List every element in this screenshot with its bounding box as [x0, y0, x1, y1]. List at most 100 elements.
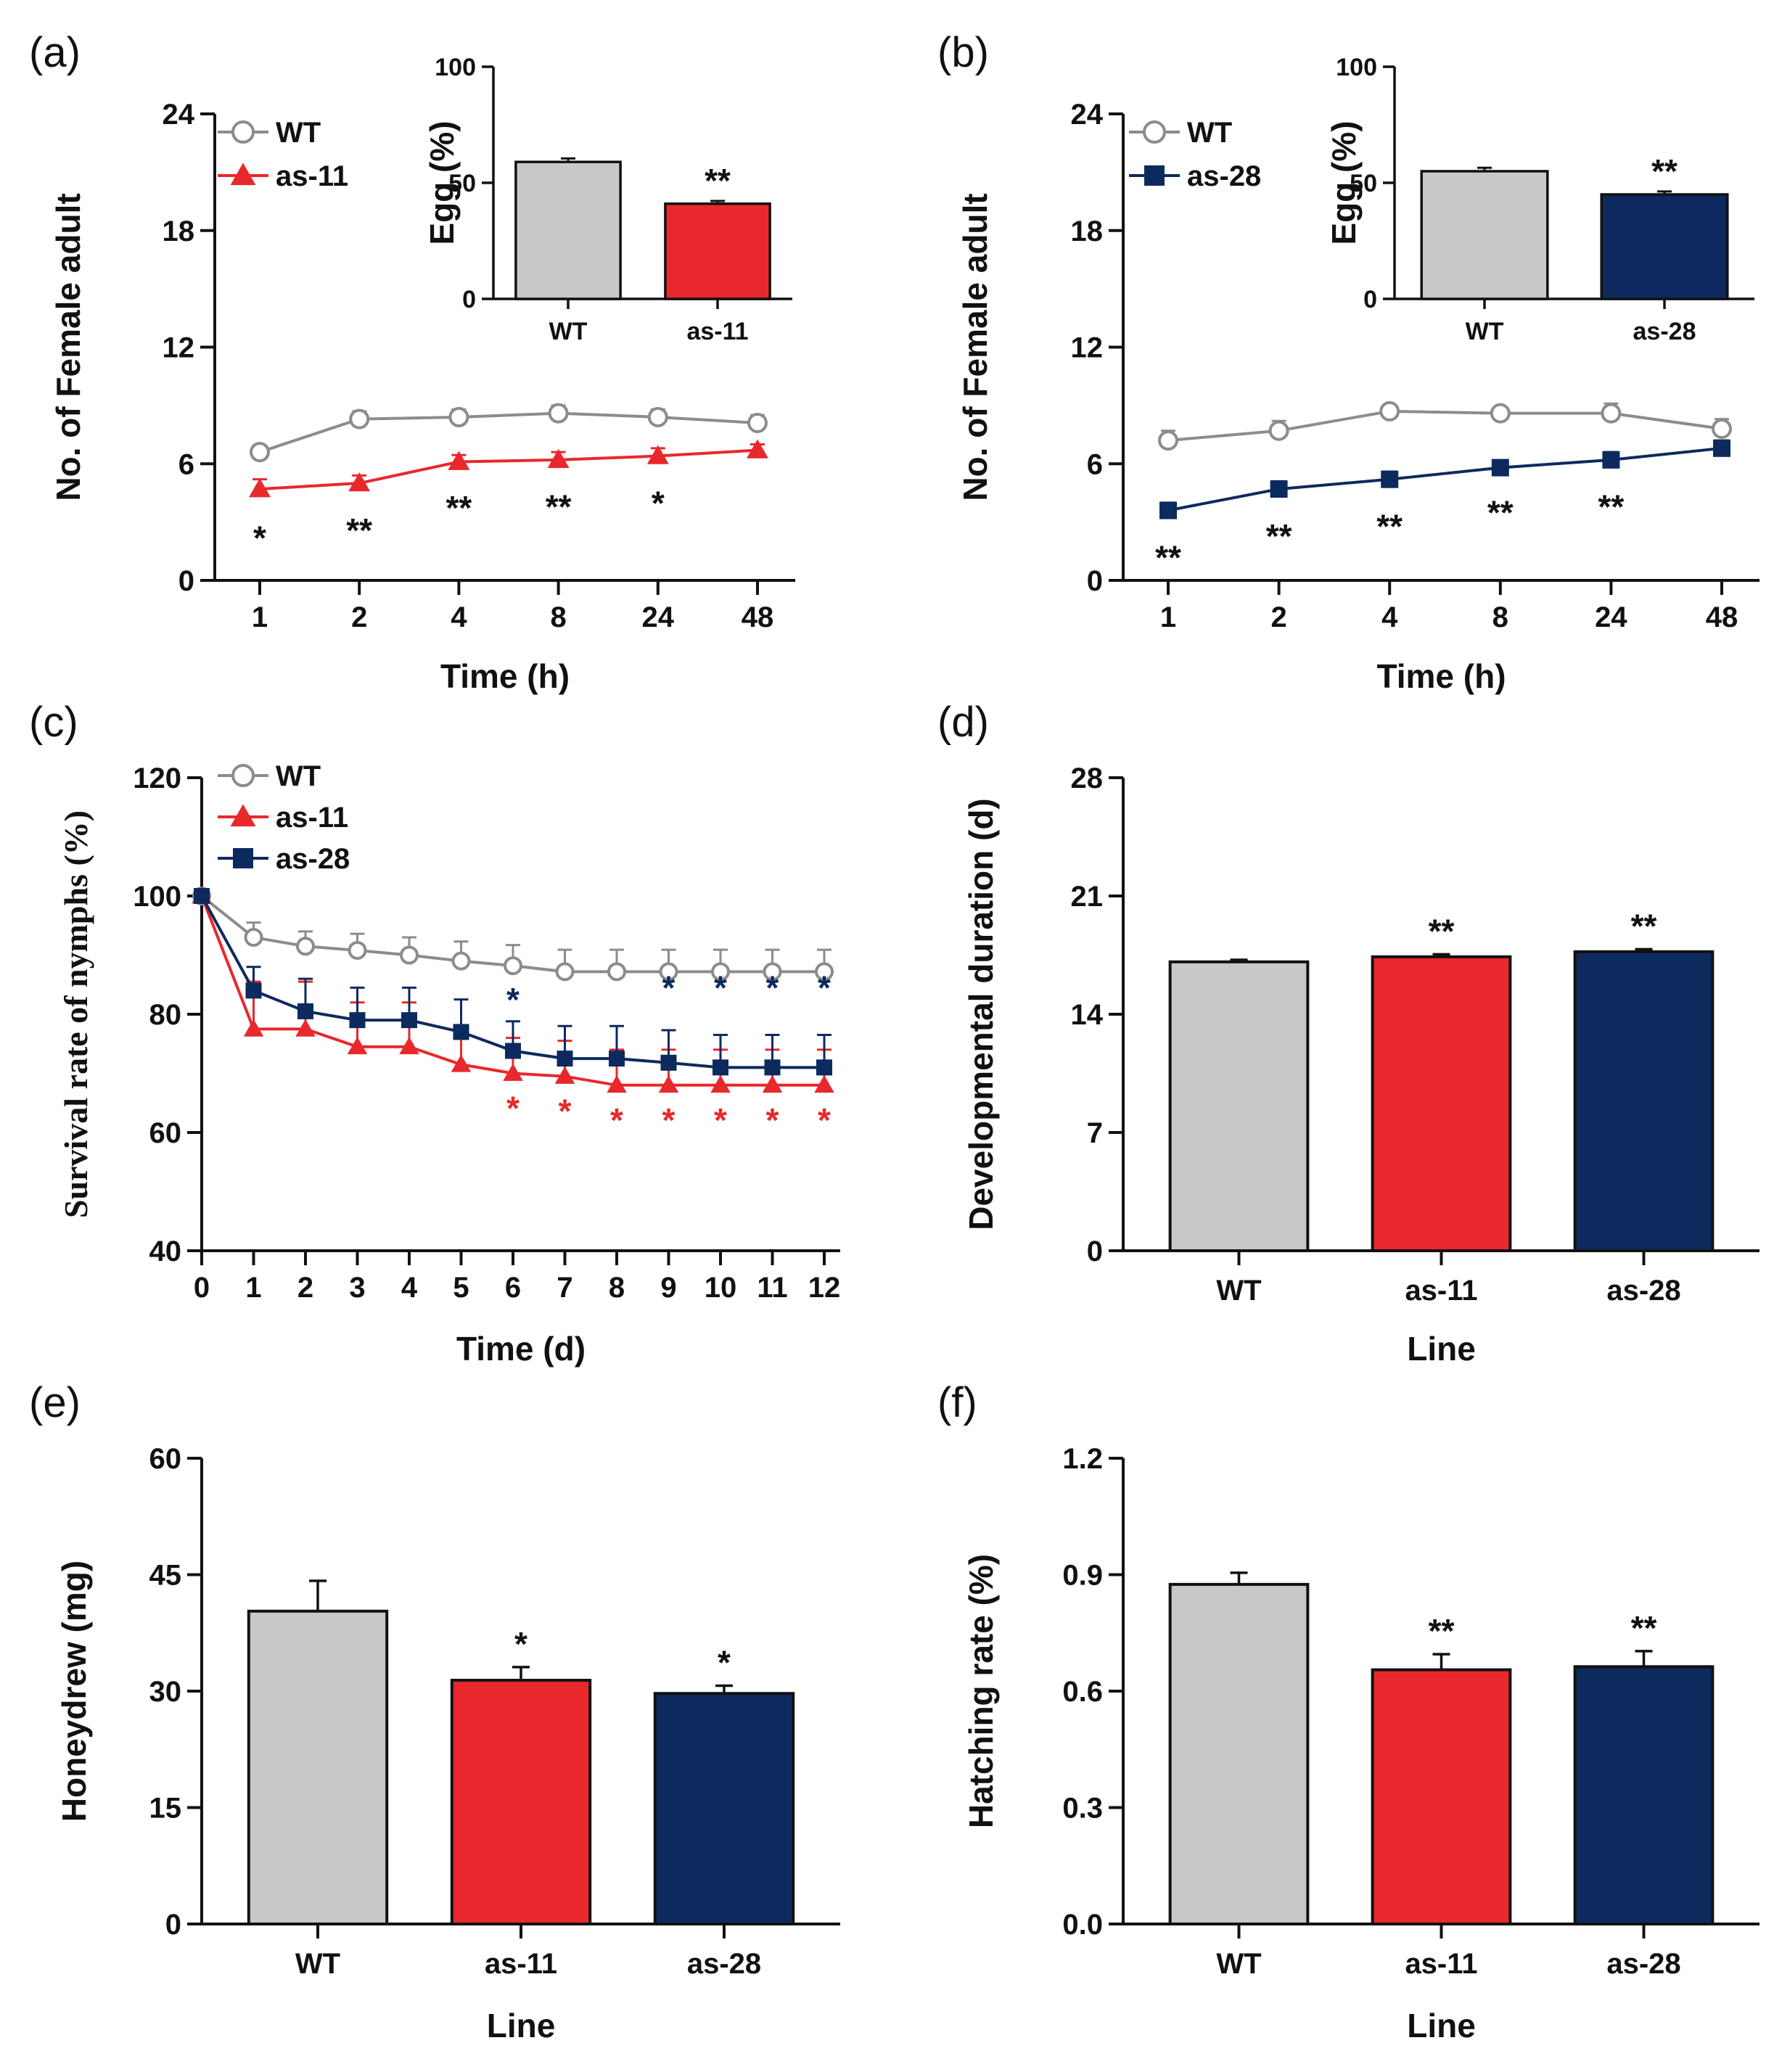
inset-bar-chart: 0 50 100 Egg (%) WT as-11 **: [423, 54, 792, 345]
data-point: [245, 982, 262, 999]
x-tick-label: 7: [557, 1272, 572, 1304]
data-point: [297, 1003, 313, 1019]
series-line: [259, 411, 758, 454]
x-tick-label: 24: [1595, 601, 1627, 633]
significance-label: *: [559, 1093, 572, 1130]
data-point: [547, 448, 570, 469]
x-tick-label: as-28: [1633, 318, 1696, 345]
data-point: [646, 445, 669, 464]
data-point: [711, 962, 730, 982]
data-point: [448, 406, 469, 427]
data-point: [609, 1051, 625, 1067]
y-tick-label: 120: [133, 762, 181, 794]
y-axis-title: No. of Female adult: [956, 193, 994, 501]
series-wt: [1158, 400, 1732, 451]
x-tick-label: 1: [1160, 601, 1176, 633]
data-point: [713, 1059, 728, 1076]
y-axis-title: Hatching rate (%): [962, 1554, 1000, 1828]
significance-label: **: [546, 488, 572, 526]
y-tick-label: 6: [1087, 448, 1103, 480]
legend-marker: [231, 120, 255, 144]
significance-label: **: [1266, 517, 1292, 555]
series-as-28: [1159, 439, 1730, 519]
y-tick-label: 0: [462, 286, 476, 313]
panel-label: (e): [29, 1379, 81, 1426]
data-point: [505, 1043, 521, 1059]
data-point: [747, 412, 768, 433]
y-tick-label: 60: [149, 1117, 182, 1149]
panel-f: (f) 0.0 0.3 0.6 0.9 1.2 Line Hatching rate (%) W…: [937, 1379, 1760, 2044]
significance-label: *: [818, 1101, 831, 1139]
data-point: [448, 451, 470, 470]
x-tick-label: 8: [1492, 601, 1508, 633]
data-point: [348, 472, 371, 492]
data-point: [451, 951, 471, 971]
data-point: [295, 1019, 316, 1037]
y-tick-label: 0: [165, 1909, 181, 1941]
legend-label: WT: [276, 117, 321, 149]
legend-marker: [233, 848, 253, 868]
bar: [1168, 1582, 1310, 1925]
data-point: [764, 1059, 781, 1076]
y-tick-label: 24: [1071, 99, 1104, 131]
data-point: [762, 1075, 783, 1093]
y-tick-label: 100: [133, 881, 181, 913]
data-point: [607, 962, 626, 982]
x-tick-label: 12: [808, 1272, 841, 1304]
x-tick-label: WT: [1466, 318, 1504, 345]
data-point: [763, 962, 782, 982]
y-tick-label: 6: [178, 448, 194, 480]
data-point: [1713, 439, 1730, 457]
data-point: [349, 1012, 366, 1029]
data-point: [243, 1019, 264, 1037]
bar: [1168, 960, 1310, 1253]
bar: [1600, 193, 1729, 300]
data-point: [1381, 470, 1399, 488]
data-point: [710, 1075, 731, 1093]
significance-label: **: [1651, 152, 1678, 190]
significance-label: *: [506, 1090, 520, 1127]
data-point: [1270, 480, 1288, 498]
y-tick-label: 1.2: [1062, 1443, 1103, 1475]
series-line: [1167, 409, 1723, 443]
x-tick-label: 48: [1706, 601, 1738, 633]
data-point: [1602, 451, 1620, 469]
panel-label: (d): [937, 699, 989, 746]
y-tick-label: 12: [163, 332, 195, 364]
panel-e: (e) 0 15 30 45 60 Line Honeydrew (mg) WT as-11 * as…: [29, 1379, 840, 2044]
bar: [1371, 955, 1512, 1253]
y-axis-title: Developmental duration (d): [962, 798, 1000, 1230]
series-line: [1167, 446, 1723, 512]
panel-label: (c): [29, 699, 78, 746]
data-point: [504, 956, 522, 976]
y-tick-label: 0.3: [1062, 1793, 1103, 1825]
panel-label: (f): [937, 1379, 977, 1426]
data-point: [250, 442, 270, 463]
data-point: [249, 478, 271, 498]
x-tick-label: 0: [194, 1272, 210, 1304]
y-tick-label: 12: [1071, 332, 1104, 364]
legend-label: as-11: [276, 160, 348, 192]
data-point: [453, 1024, 469, 1040]
x-tick-label: 10: [705, 1272, 737, 1304]
x-axis-title: Line: [487, 2007, 556, 2044]
y-tick-label: 80: [149, 999, 182, 1031]
y-tick-label: 15: [149, 1793, 182, 1825]
data-point: [1601, 403, 1622, 424]
x-tick-label: 4: [1381, 601, 1398, 633]
significance-label: **: [1429, 1612, 1455, 1650]
y-tick-label: 0: [1087, 565, 1103, 597]
x-tick-label: 5: [453, 1272, 469, 1304]
data-point: [244, 928, 263, 947]
x-tick-label: as-11: [1405, 1275, 1477, 1307]
data-point: [548, 403, 569, 424]
bar: [247, 1609, 389, 1926]
significance-label: *: [662, 969, 676, 1007]
legend-label: WT: [1187, 117, 1232, 149]
x-tick-label: 48: [742, 601, 774, 633]
data-point: [814, 1075, 834, 1093]
x-tick-label: WT: [1216, 1275, 1261, 1307]
significance-label: **: [1376, 507, 1403, 545]
data-point: [400, 945, 419, 965]
